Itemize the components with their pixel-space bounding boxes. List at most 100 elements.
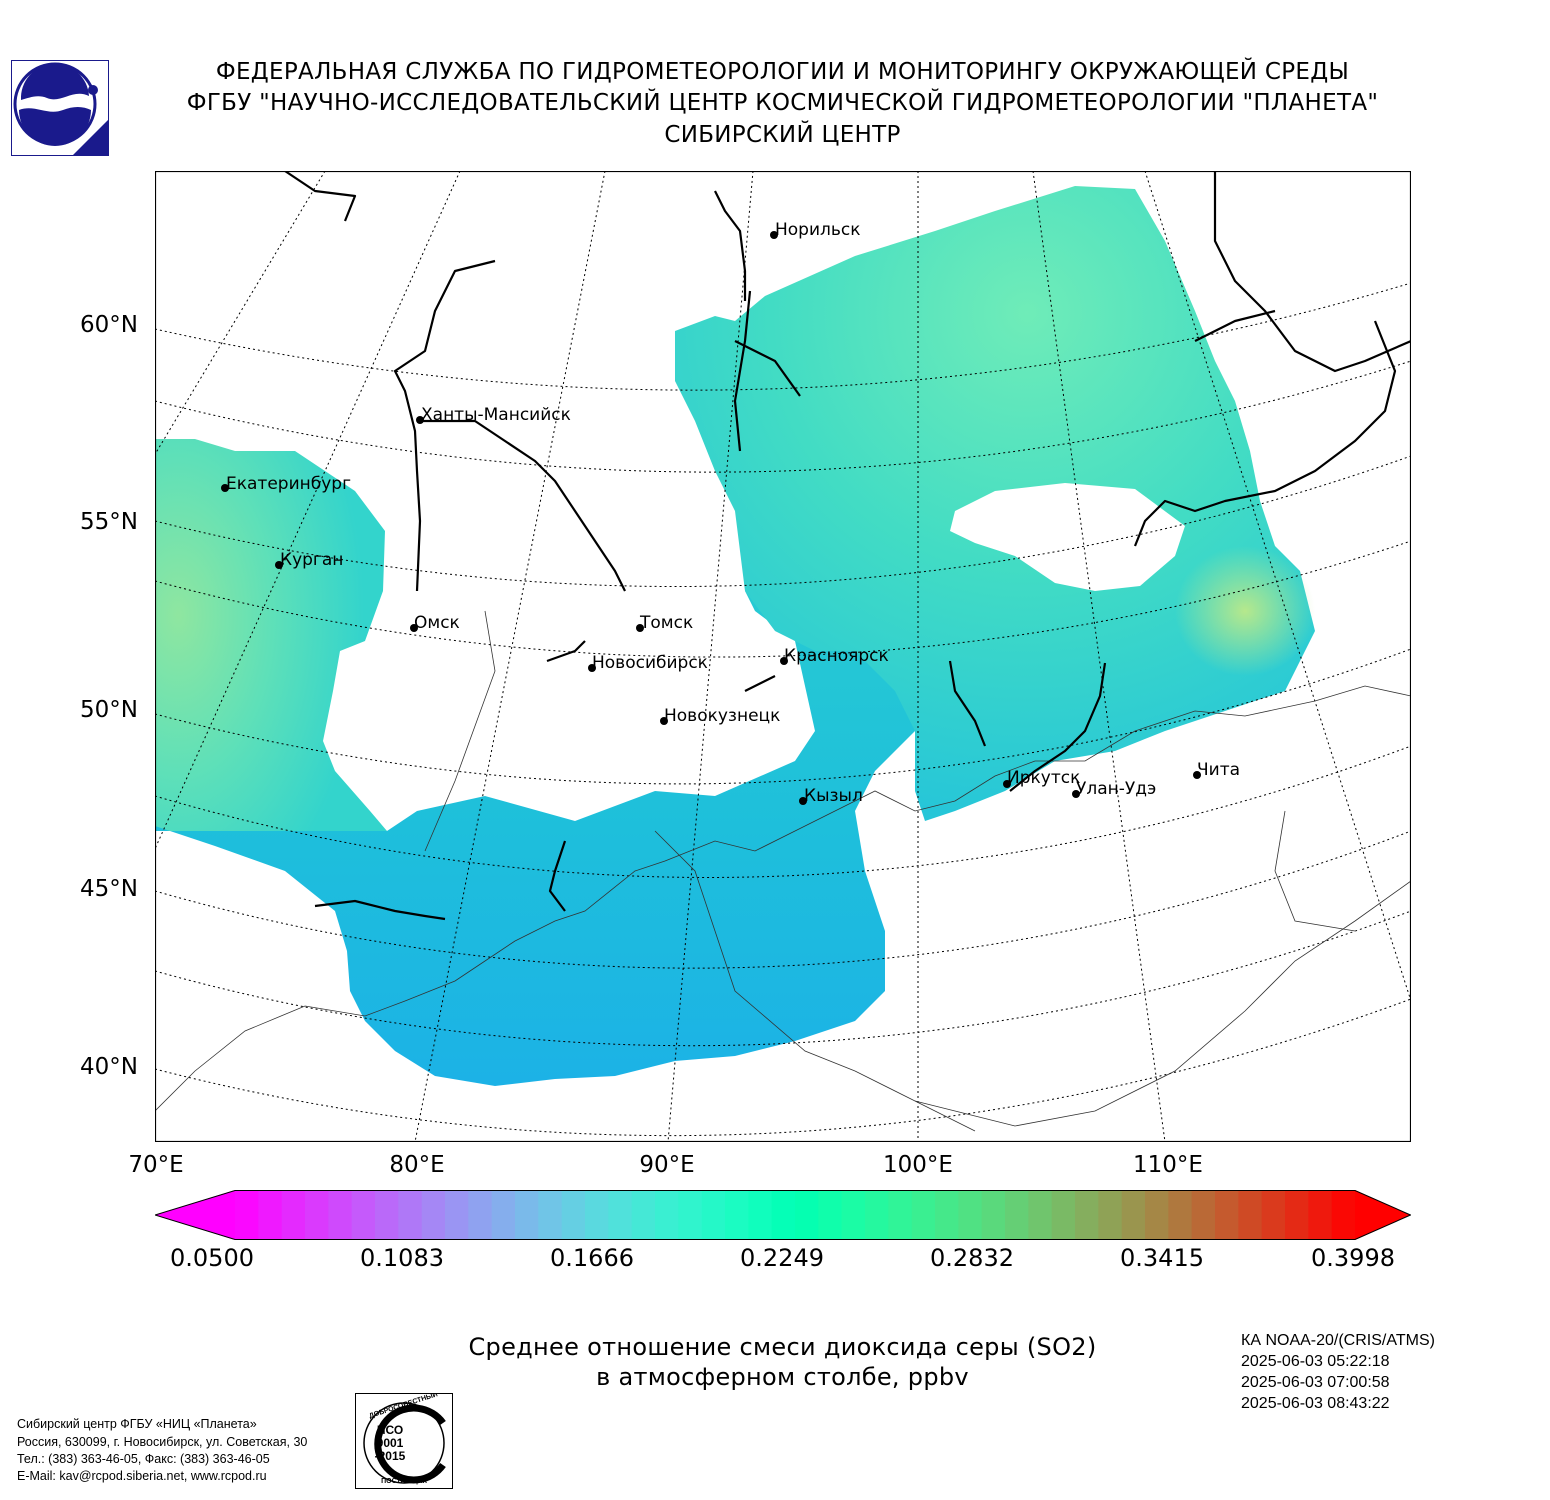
satellite-time-3: 2025-06-03 08:43:22 [1241, 1395, 1390, 1412]
colorbar-swatch [888, 1190, 913, 1240]
colorbar-tick-0: 0.0500 [170, 1244, 254, 1272]
colorbar-swatch [1331, 1190, 1356, 1240]
colorbar-swatch [1028, 1190, 1053, 1240]
satellite-time-1: 2025-06-03 05:22:18 [1241, 1353, 1390, 1370]
colorbar-tick-2: 0.1666 [550, 1244, 634, 1272]
colorbar-tick-5: 0.3415 [1120, 1244, 1204, 1272]
colorbar-swatch [1145, 1190, 1169, 1240]
colorbar-swatch [351, 1190, 376, 1240]
colorbar-swatch [375, 1190, 399, 1240]
colorbar-swatch [235, 1190, 259, 1240]
footer-address: Россия, 630099, г. Новосибирск, ул. Сове… [17, 1435, 308, 1449]
satellite-time-2: 2025-06-03 07:00:58 [1241, 1374, 1390, 1391]
colorbar-swatch [655, 1190, 679, 1240]
lon-label-70: 70°E [128, 1152, 184, 1178]
colorbar-swatch [1261, 1190, 1286, 1240]
colorbar-swatch [328, 1190, 353, 1240]
colorbar-swatch [1168, 1190, 1193, 1240]
colorbar-swatch [981, 1190, 1006, 1240]
colorbar-swatch [1005, 1190, 1029, 1240]
colorbar-tick-4: 0.2832 [930, 1244, 1014, 1272]
colorbar-swatch [398, 1190, 423, 1240]
colorbar-swatch [258, 1190, 283, 1240]
city-novokuznetsk: Новокузнецк [664, 706, 780, 726]
colorbar-swatch [561, 1190, 586, 1240]
colorbar-swatch [1238, 1190, 1263, 1240]
colorbar-swatch [865, 1190, 889, 1240]
lat-label-50: 50°N [80, 697, 138, 723]
header-line-3: СИБИРСКИЙ ЦЕНТР [664, 122, 901, 148]
colorbar-swatch [1215, 1190, 1239, 1240]
colorbar-swatch [1285, 1190, 1309, 1240]
iso-line-1: ИСО [377, 1423, 403, 1437]
colorbar-swatch [608, 1190, 633, 1240]
colorbar-swatch [771, 1190, 796, 1240]
map-title-line-1: Среднее отношение смеси диоксида серы (S… [468, 1333, 1097, 1361]
city-khanty: Ханты-Мансийск [421, 405, 571, 425]
colorbar-tick-6: 0.3998 [1311, 1244, 1395, 1272]
city-ulanude: Улан-Удэ [1076, 779, 1156, 799]
city-novosibirsk: Новосибирск [592, 653, 708, 673]
planeta-logo [11, 60, 109, 156]
city-krasnoyarsk: Красноярск [784, 646, 889, 666]
city-norilsk: Норильск [775, 220, 861, 240]
colorbar-swatch [445, 1190, 469, 1240]
colorbar-swatch [468, 1190, 493, 1240]
city-kurgan: Курган [280, 550, 343, 570]
colorbar-swatch [678, 1190, 703, 1240]
city-omsk: Омск [414, 613, 460, 633]
lon-label-80: 80°E [389, 1152, 445, 1178]
lat-label-55: 55°N [80, 509, 138, 535]
colorbar-swatch [1121, 1190, 1146, 1240]
lat-label-40: 40°N [80, 1054, 138, 1080]
colorbar-swatch [935, 1190, 959, 1240]
footer-org: Сибирский центр ФГБУ «НИЦ «Планета» [17, 1417, 257, 1431]
colorbar-tick-3: 0.2249 [740, 1244, 824, 1272]
so2-map[interactable]: Норильск Ханты-Мансийск Екатеринбург Кур… [155, 171, 1411, 1142]
city-ekaterinburg: Екатеринбург [226, 474, 351, 494]
lat-label-60: 60°N [80, 312, 138, 338]
map-title-line-2: в атмосферном столбе, ppbv [596, 1363, 969, 1391]
colorbar-tick-1: 0.1083 [360, 1244, 444, 1272]
so2-field-south [155, 569, 915, 1086]
colorbar-swatch [1308, 1190, 1333, 1240]
lon-label-90: 90°E [639, 1152, 695, 1178]
footer-phone: Тел.: (383) 363-46-05, Факс: (383) 363-4… [17, 1452, 270, 1466]
data-gap [950, 483, 1185, 591]
colorbar-outline [155, 1190, 1411, 1240]
header-line-2: ФГБУ "НАУЧНО-ИССЛЕДОВАТЕЛЬСКИЙ ЦЕНТР КОС… [186, 90, 1379, 116]
iso-text-bottom: ПОСТАВЩИК [381, 1478, 427, 1485]
satellite-name: КА NOAA-20/(CRIS/ATMS) [1241, 1332, 1435, 1349]
colorbar-swatch [281, 1190, 306, 1240]
city-tomsk: Томск [639, 613, 693, 633]
city-markers: Норильск Ханты-Мансийск Екатеринбург Кур… [221, 220, 1240, 806]
colorbar-swatch [1051, 1190, 1076, 1240]
colorbar-swatch [305, 1190, 329, 1240]
lon-label-100: 100°E [883, 1152, 953, 1178]
colorbar-swatch [1098, 1190, 1123, 1240]
lon-label-110: 110°E [1133, 1152, 1203, 1178]
city-kyzyl: Кызыл [804, 786, 863, 806]
colorbar-swatch [631, 1190, 656, 1240]
iso-line-3: -2015 [375, 1449, 406, 1463]
colorbar-swatch [795, 1190, 819, 1240]
colorbar-swatch [958, 1190, 983, 1240]
colorbar-swatch [515, 1190, 539, 1240]
colorbar-swatch [911, 1190, 936, 1240]
colorbar-swatch [421, 1190, 446, 1240]
colorbar-swatch [841, 1190, 866, 1240]
city-irkutsk: Иркутск [1007, 768, 1080, 788]
header-line-1: ФЕДЕРАЛЬНАЯ СЛУЖБА ПО ГИДРОМЕТЕОРОЛОГИИ … [215, 59, 1350, 85]
colorbar-max-arrow [1355, 1190, 1411, 1240]
colorbar-swatch [725, 1190, 749, 1240]
colorbar [155, 1190, 1411, 1240]
colorbar-swatch [1191, 1190, 1216, 1240]
city-chita: Чита [1197, 760, 1240, 780]
so2-field-west [155, 439, 387, 831]
lat-label-45: 45°N [80, 876, 138, 902]
colorbar-swatch [818, 1190, 843, 1240]
colorbar-swatch [1075, 1190, 1099, 1240]
colorbar-swatch [491, 1190, 516, 1240]
iso-badge: ИСО 9001 -2015 ДОБРОСОВЕСТНЫЙ ПОСТАВЩИК [355, 1393, 453, 1489]
colorbar-swatch [748, 1190, 773, 1240]
